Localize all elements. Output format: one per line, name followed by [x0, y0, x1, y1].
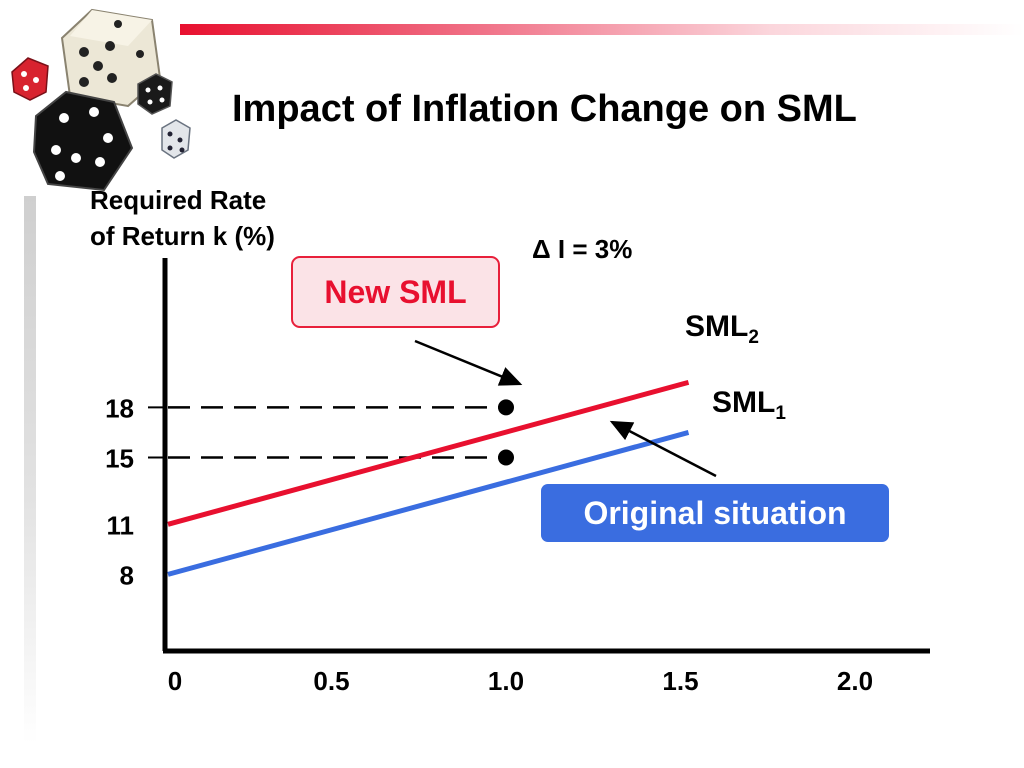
y-tick-label: 15 — [105, 444, 134, 474]
x-tick-label: 0.5 — [313, 666, 349, 696]
y-tick-label: 8 — [120, 560, 134, 590]
sml2-label: SML2 — [685, 310, 759, 349]
slide-title: Impact of Inflation Change on SML — [232, 88, 857, 130]
sml1-line — [167, 430, 690, 577]
sml1-label-main: SML — [712, 386, 776, 419]
x-tick-label: 2.0 — [837, 666, 873, 696]
white-die-icon — [60, 8, 162, 108]
sml2-label-sub: 2 — [748, 327, 759, 348]
y-axis-label-line-1: Required Rate — [90, 185, 267, 215]
dice-icon — [11, 8, 191, 192]
y-tick-label: 11 — [107, 510, 135, 540]
small-black-die-icon — [137, 73, 173, 115]
inflation-delta-annotation: Δ I = 3% — [532, 234, 633, 264]
y-axis-label: Required Rate of Return k (%) — [90, 182, 275, 254]
sml1-label-sub: 1 — [775, 403, 786, 424]
x-tick-label: 1.0 — [488, 666, 524, 696]
sml2-line — [167, 379, 690, 527]
sml2-label-main: SML — [685, 310, 749, 343]
red-die-icon — [11, 57, 49, 101]
new-sml-arrow — [414, 339, 523, 386]
black-die-icon — [32, 90, 134, 192]
data-point — [498, 449, 514, 466]
small-white-die-icon — [161, 119, 191, 159]
y-axis-label-line-2: of Return k (%) — [90, 221, 275, 251]
original-situation-arrow — [609, 420, 717, 478]
side-accent-bar — [24, 196, 36, 744]
data-point — [498, 399, 514, 416]
x-tick-label: 0 — [168, 666, 182, 696]
y-tick-label: 18 — [105, 393, 134, 423]
sml1-label: SML1 — [712, 386, 786, 425]
title-accent-bar — [180, 24, 1024, 35]
new-sml-callout: New SML — [291, 256, 500, 328]
original-situation-callout: Original situation — [541, 484, 889, 542]
x-tick-label: 1.5 — [662, 666, 698, 696]
